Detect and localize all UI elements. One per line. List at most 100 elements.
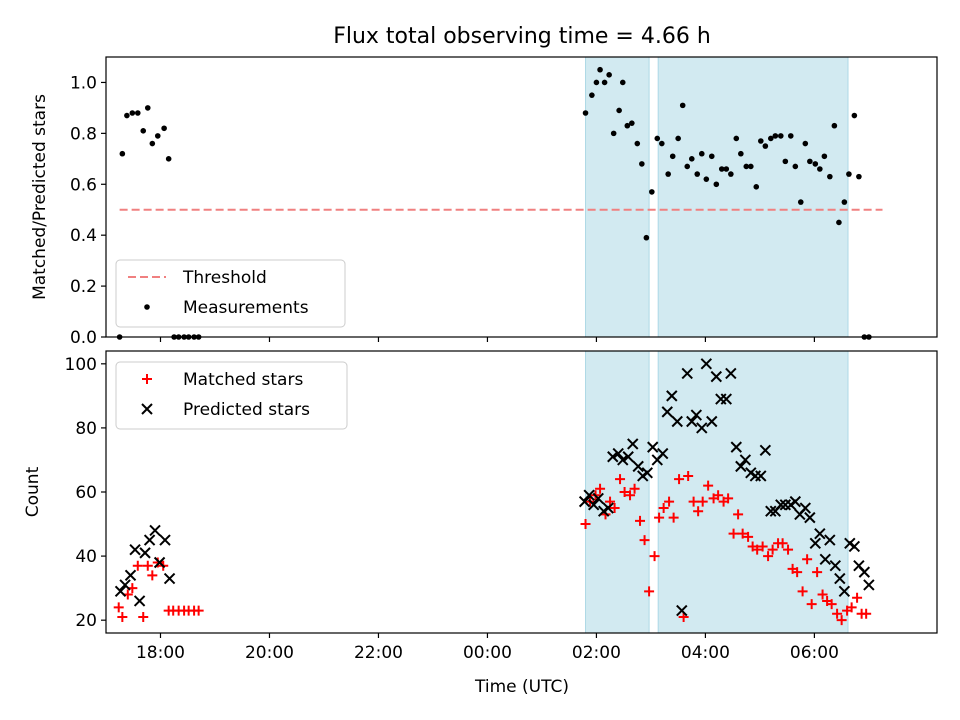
measurement-point xyxy=(624,122,631,129)
measurement-point xyxy=(748,163,754,170)
measurement-point xyxy=(827,173,833,180)
x-tick-label: 22:00 xyxy=(354,643,403,663)
measurement-point xyxy=(851,112,858,119)
measurement-point xyxy=(610,130,617,137)
predicted-star-point xyxy=(666,390,678,402)
predicted-star-point xyxy=(587,499,600,511)
measurement-point xyxy=(601,79,608,86)
measurement-point xyxy=(665,171,671,177)
predicted-star-point xyxy=(799,502,812,514)
axes-frame xyxy=(105,56,938,338)
matched-star-point xyxy=(688,496,699,507)
predicted-star-point xyxy=(730,441,742,453)
measurement-point xyxy=(718,166,725,172)
y-tick-label: 0.4 xyxy=(70,226,97,246)
matched-star-point xyxy=(147,570,158,581)
predicted-star-point xyxy=(139,547,151,559)
predicted-star-point xyxy=(617,454,629,466)
measurement-point xyxy=(846,171,852,177)
measurement-point xyxy=(165,156,172,162)
matched-star-point xyxy=(152,557,163,568)
measurement-point xyxy=(119,150,126,157)
predicted-star-point xyxy=(661,406,673,418)
measurement-point xyxy=(639,161,645,167)
predicted-star-point xyxy=(735,460,747,473)
x-axis-label: Time (UTC) xyxy=(474,677,569,697)
predicted-star-point xyxy=(681,367,693,380)
matched-star-point xyxy=(703,480,714,491)
measurement-point xyxy=(684,163,691,170)
matched-star-point xyxy=(668,512,679,523)
predicted-star-point xyxy=(696,422,708,434)
measurement-point xyxy=(807,158,813,165)
predicted-star-point xyxy=(725,367,737,380)
matched-star-point xyxy=(852,592,863,603)
matched-star-point xyxy=(654,512,665,523)
predicted-star-point xyxy=(690,409,703,421)
measurement-point xyxy=(787,133,794,139)
measurement-point xyxy=(654,135,661,142)
observing-interval xyxy=(657,350,849,634)
measurement-point xyxy=(629,120,635,126)
matched-star-point xyxy=(193,605,204,616)
predicted-star-point xyxy=(848,540,861,553)
predicted-star-point xyxy=(829,559,841,572)
measurement-point xyxy=(831,122,838,129)
matched-star-point xyxy=(846,602,857,613)
predicted-star-point xyxy=(710,370,723,383)
matched-star-point xyxy=(763,551,774,562)
matched-star-point xyxy=(142,560,153,571)
measurement-point xyxy=(124,112,130,119)
matched-star-point xyxy=(826,599,837,610)
predicted-star-point xyxy=(647,441,659,453)
legend-box xyxy=(115,259,346,328)
predicted-star-point xyxy=(143,534,156,546)
predicted-star-point xyxy=(578,495,591,508)
measurement-point xyxy=(817,166,823,172)
measurement-point xyxy=(753,184,760,190)
y-tick-label: 40 xyxy=(75,547,97,567)
predicted-star-point xyxy=(755,470,767,482)
predicted-star-point xyxy=(627,438,639,450)
matched-star-point xyxy=(832,608,843,619)
matched-star-point xyxy=(836,615,847,626)
predicted-star-point xyxy=(583,489,595,501)
measurement-point xyxy=(758,138,764,144)
measurement-point xyxy=(694,171,701,177)
matched-star-point xyxy=(713,490,724,501)
y-tick-label: 80 xyxy=(75,419,97,439)
predicted-star-point xyxy=(632,460,644,473)
measurement-point xyxy=(649,189,655,195)
y-axis-label: Matched/Predicted stars xyxy=(30,94,50,300)
measurement-point xyxy=(821,153,828,160)
measurement-point xyxy=(856,173,862,180)
matched-star-point xyxy=(812,567,823,578)
predicted-star-point xyxy=(607,451,619,463)
matched-star-point xyxy=(792,567,803,578)
predicted-star-point xyxy=(775,499,787,511)
predicted-star-point xyxy=(163,572,176,585)
measurement-point xyxy=(597,66,603,73)
y-axis-label: Count xyxy=(23,466,43,517)
matched-star-point xyxy=(728,528,739,539)
measurement-point xyxy=(659,140,665,147)
predicted-star-point xyxy=(657,447,669,460)
matched-star-point xyxy=(797,586,808,597)
matched-star-point xyxy=(609,503,620,514)
matched-star-point xyxy=(693,506,704,517)
legend-label: Measurements xyxy=(183,298,309,318)
predicted-star-point xyxy=(759,444,772,457)
x-tick-label: 06:00 xyxy=(790,643,839,663)
measurement-point xyxy=(782,158,789,165)
predicted-star-point xyxy=(676,604,688,617)
measurement-point xyxy=(802,140,809,147)
predicted-star-point xyxy=(858,566,871,578)
legend-box xyxy=(115,361,348,430)
matched-star-point xyxy=(802,554,813,565)
predicted-star-point xyxy=(765,505,777,517)
predicted-star-point xyxy=(153,556,166,569)
measurement-point xyxy=(675,135,681,142)
matched-star-point xyxy=(743,531,754,542)
predicted-star-point xyxy=(834,572,846,585)
legend: Threshold Measurements xyxy=(115,259,346,328)
